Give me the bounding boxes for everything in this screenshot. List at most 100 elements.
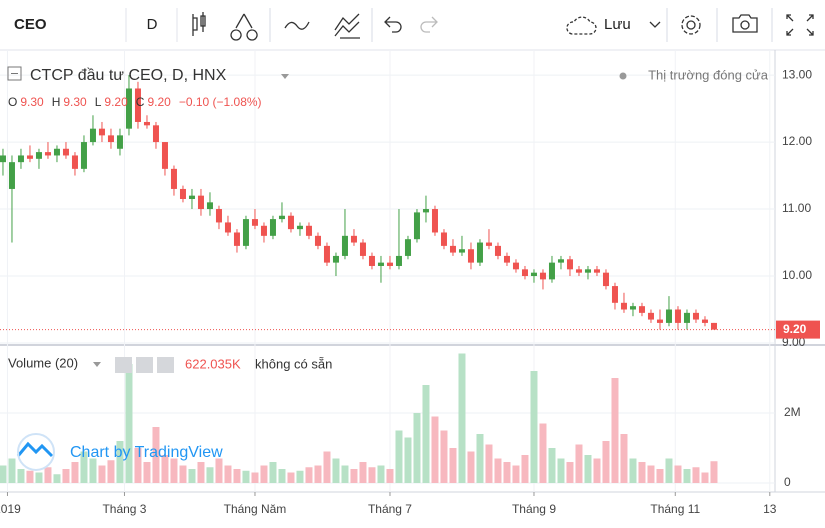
- x-tick-label: 2019: [0, 502, 21, 516]
- change: −0.10 (−1.08%): [179, 95, 262, 109]
- candle-body: [467, 249, 474, 263]
- volume-icons[interactable]: [115, 357, 174, 373]
- volume-bar: [476, 434, 484, 484]
- volume-bar: [296, 470, 304, 484]
- volume-bar: [665, 458, 673, 484]
- volume-bar: [656, 469, 664, 484]
- last-price-label: 9.20: [783, 322, 807, 336]
- candle-body: [485, 242, 492, 246]
- dropdown-icon[interactable]: [93, 362, 101, 367]
- volume-bar: [224, 465, 232, 484]
- ohlc-key: L: [95, 95, 102, 109]
- volume-bar: [350, 469, 358, 484]
- candle-body: [197, 195, 204, 210]
- volume-bar: [503, 462, 511, 484]
- volume-bar: [368, 467, 376, 484]
- volume-bar: [557, 458, 565, 484]
- candle-body: [233, 232, 240, 246]
- candle-body: [386, 262, 393, 266]
- candle-body: [539, 272, 546, 280]
- volume-bar: [260, 465, 268, 484]
- volume-bar: [98, 465, 106, 484]
- candle-body: [656, 319, 663, 323]
- candle-body: [62, 148, 69, 156]
- dropdown-icon[interactable]: [281, 74, 289, 79]
- candle-body: [422, 209, 429, 213]
- candle-body: [89, 128, 96, 143]
- y-tick-label: 12.00: [782, 134, 812, 148]
- volume-bar: [188, 469, 196, 484]
- volume-bar: [458, 353, 466, 484]
- candle-body: [557, 259, 564, 263]
- volume-bar: [395, 430, 403, 484]
- candle-body: [629, 306, 636, 310]
- candle-body: [80, 142, 87, 169]
- toolbar-icons[interactable]: [192, 8, 814, 42]
- candle-body: [35, 152, 42, 159]
- volume-title: Volume (20): [8, 355, 78, 370]
- collapse-icon[interactable]: [7, 66, 22, 81]
- last-price-box: [776, 320, 820, 339]
- volume-bar: [197, 462, 205, 484]
- candle-body: [449, 245, 456, 253]
- candle-body: [332, 255, 339, 263]
- x-tick-label: Tháng 11: [650, 502, 700, 516]
- volume-bar: [161, 455, 169, 484]
- volume-bar: [44, 467, 52, 484]
- candle-body: [611, 286, 618, 303]
- volume-bar: [89, 458, 97, 484]
- candle-body: [584, 269, 591, 273]
- candle-body: [44, 152, 51, 156]
- interval[interactable]: D: [147, 16, 158, 33]
- ohlc-value: 9.20: [147, 95, 171, 109]
- volume-bar: [206, 467, 214, 484]
- save-button[interactable]: Lưu: [604, 16, 631, 33]
- candle-body: [305, 225, 312, 236]
- volume-bar: [359, 462, 367, 484]
- candle-body: [566, 259, 573, 270]
- volume-bar: [674, 465, 682, 484]
- volume-bar: [602, 441, 610, 484]
- y-tick-label: 11.00: [782, 201, 811, 215]
- volume-bar: [467, 451, 475, 484]
- candle-body: [26, 155, 33, 159]
- candle-body: [251, 219, 258, 226]
- volume-bar: [8, 458, 16, 484]
- candle-body: [260, 225, 267, 236]
- volume-bar: [440, 430, 448, 484]
- candle-body: [134, 88, 141, 122]
- candle-body: [242, 219, 249, 246]
- volume-bar: [530, 371, 538, 484]
- volume-bar: [710, 461, 718, 484]
- symbol[interactable]: CEO: [14, 16, 47, 33]
- volume-bar: [431, 416, 439, 484]
- volume-bar: [512, 465, 520, 484]
- candle-body: [143, 121, 150, 126]
- candle-body: [521, 269, 528, 277]
- ohlc-legend: O 9.30 H 9.30 L 9.20 C 9.20 −0.10 (−1.08%): [8, 95, 262, 109]
- volume-bar: [377, 465, 385, 484]
- x-tick-label: Tháng 7: [368, 502, 412, 516]
- candle-body: [161, 142, 168, 169]
- volume-bar: [404, 437, 412, 484]
- volume-bar: [278, 469, 286, 484]
- volume-bar: [116, 441, 124, 484]
- volume-bar: [134, 448, 142, 484]
- candle-body: [71, 155, 78, 169]
- candle-body: [548, 262, 555, 280]
- candle-body: [296, 225, 303, 230]
- candle-body: [170, 168, 177, 189]
- volume-bar: [422, 385, 430, 484]
- y-tick-label: 13.00: [782, 67, 812, 81]
- candle-body: [647, 312, 654, 320]
- candle-body: [323, 245, 330, 263]
- volume-bar: [611, 378, 619, 484]
- watermark: Chart by TradingView: [16, 433, 223, 471]
- volume-bar: [170, 458, 178, 484]
- volume-bar: [242, 470, 250, 484]
- volume-bar: [251, 472, 259, 484]
- candle-body: [224, 222, 231, 233]
- ohlc-key: H: [52, 95, 61, 109]
- volume-bar: [53, 474, 61, 484]
- candle-body: [674, 309, 681, 323]
